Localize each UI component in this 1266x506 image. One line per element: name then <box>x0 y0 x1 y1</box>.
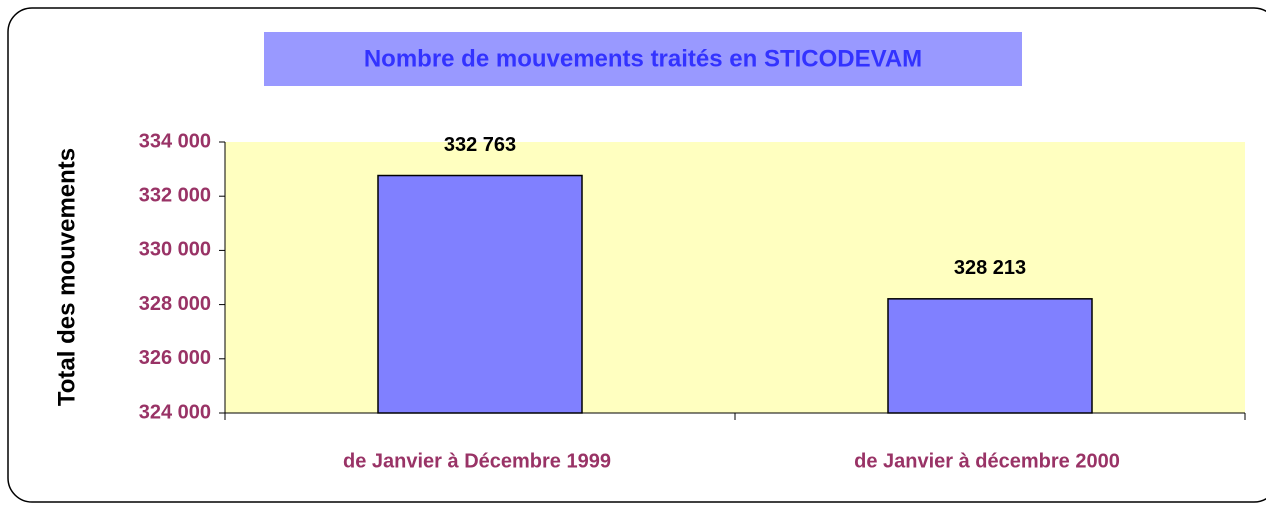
bar <box>887 298 1093 414</box>
y-axis-label: Total des mouvements <box>53 148 80 406</box>
y-tick-label: 332 000 <box>139 184 211 206</box>
title-box <box>264 32 1022 86</box>
y-tick-label: 326 000 <box>139 347 211 369</box>
y-tick-label: 330 000 <box>139 239 211 261</box>
y-tick-label: 328 000 <box>139 293 211 315</box>
x-tick-label: de Janvier à Décembre 1999 <box>343 450 611 472</box>
chart-title: Nombre de mouvements traités en STICODEV… <box>364 45 922 72</box>
y-tick-label: 334 000 <box>139 130 211 152</box>
x-tick-label: de Janvier à décembre 2000 <box>854 450 1120 472</box>
data-label: 328 213 <box>954 257 1026 279</box>
y-tick-label: 324 000 <box>139 401 211 423</box>
bar <box>377 174 583 414</box>
data-label: 332 763 <box>444 134 516 156</box>
